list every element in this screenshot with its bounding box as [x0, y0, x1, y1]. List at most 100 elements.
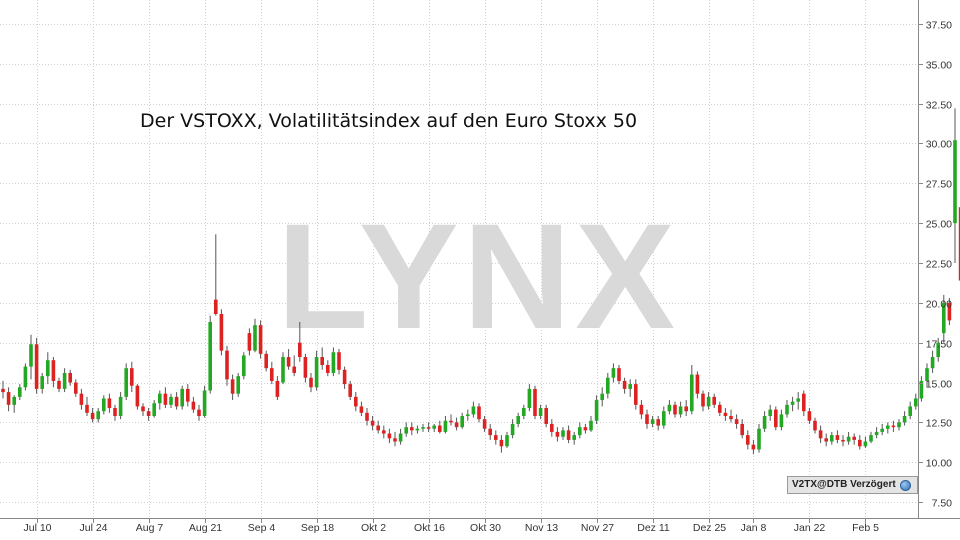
- candle-body-down: [6, 392, 11, 405]
- candle: [768, 404, 772, 421]
- candle: [953, 108, 957, 263]
- candle: [785, 400, 789, 418]
- candle: [426, 422, 431, 432]
- chart-title: Der VSTOXX, Volatilitätsindex auf den Eu…: [140, 110, 637, 132]
- candle-body-down: [326, 364, 330, 373]
- candle: [219, 309, 224, 356]
- x-tick-label: Dez 25: [693, 522, 726, 534]
- candle: [466, 409, 470, 421]
- candle-body-up: [510, 423, 515, 436]
- candle: [555, 427, 560, 442]
- candle: [930, 350, 935, 373]
- y-tick-label: 12.50: [926, 418, 952, 430]
- candle: [202, 385, 207, 418]
- candle-body-down: [135, 385, 140, 407]
- candle: [141, 403, 145, 416]
- candle-body-up: [919, 380, 924, 399]
- candle-body-up: [314, 357, 319, 388]
- candle: [544, 404, 548, 428]
- candle: [258, 320, 263, 359]
- candle-body-down: [303, 357, 308, 378]
- candle-body-up: [102, 398, 106, 412]
- candle: [942, 294, 946, 343]
- candle: [650, 415, 655, 428]
- candle: [264, 350, 268, 372]
- candle-body-down: [746, 435, 750, 445]
- x-tick-label: Nov 13: [525, 522, 558, 534]
- candle-body-up: [572, 435, 576, 440]
- candle-body-down: [841, 439, 845, 442]
- candle: [606, 372, 610, 399]
- candle: [690, 364, 694, 415]
- x-tick-label: Jul 24: [79, 522, 107, 534]
- candle: [415, 425, 420, 434]
- candle-body-up: [522, 408, 526, 416]
- candle-body-up: [880, 428, 884, 432]
- candle: [869, 431, 873, 444]
- candle-body-up: [561, 430, 565, 437]
- x-axis-ticks: Jul 10 Jul 24 Aug 7 Aug 21 Sep 4 Sep 18 Okt 2 O…: [23, 518, 879, 534]
- candle-body-down: [337, 352, 341, 370]
- candle: [734, 414, 739, 429]
- candle: [152, 400, 156, 418]
- candle: [538, 404, 543, 420]
- candle: [527, 384, 532, 412]
- candle: [712, 393, 716, 409]
- candle: [331, 347, 336, 377]
- candle-body-up: [18, 387, 22, 397]
- candle: [908, 401, 912, 420]
- candle-body-up: [516, 415, 520, 424]
- x-tick-label: Nov 27: [581, 522, 614, 534]
- candle: [863, 436, 868, 448]
- candle-body-down: [734, 419, 739, 424]
- candle: [174, 392, 179, 410]
- candle: [393, 431, 397, 447]
- candle-body-up: [505, 435, 509, 447]
- candle-body-up: [914, 398, 918, 407]
- candle-body-down: [947, 302, 952, 321]
- candle: [354, 392, 358, 412]
- candle: [247, 328, 252, 356]
- candle: [813, 417, 817, 434]
- candle: [281, 352, 285, 385]
- lynx-watermark: LYNX: [277, 192, 679, 360]
- candle-body-down: [695, 374, 700, 394]
- candle-body-up: [662, 411, 666, 426]
- candle-body-up: [460, 415, 464, 428]
- candle-body-down: [275, 380, 280, 397]
- candle-body-up: [600, 393, 604, 401]
- x-tick-label: Okt 2: [361, 522, 386, 534]
- candle-body-up: [471, 406, 476, 415]
- candle: [191, 396, 196, 413]
- candle-body-down: [113, 408, 117, 416]
- candle-body-down: [51, 360, 56, 381]
- candle-body-up: [152, 403, 156, 416]
- candle: [113, 404, 117, 421]
- candle-body-down: [68, 372, 72, 383]
- candle: [886, 422, 890, 434]
- candle-body-down: [286, 357, 291, 367]
- candle: [471, 401, 476, 418]
- candle-body-up: [527, 388, 532, 409]
- candle-body-up: [46, 360, 50, 377]
- candle-body-down: [292, 366, 296, 373]
- candle: [645, 409, 649, 429]
- y-tick-label: 37.50: [926, 20, 952, 32]
- candle: [852, 433, 856, 445]
- candle: [673, 401, 677, 418]
- candle: [622, 377, 627, 394]
- candle-body-up: [12, 396, 16, 405]
- candle-body-down: [320, 357, 324, 365]
- y-tick-label: 15.00: [926, 379, 952, 391]
- candle-body-down: [852, 436, 856, 440]
- candle-body-up: [768, 409, 772, 416]
- candle-body-down: [751, 444, 756, 450]
- candle: [275, 376, 280, 401]
- candle: [79, 388, 84, 410]
- candle-body-down: [482, 419, 487, 429]
- candle-body-down: [533, 388, 537, 416]
- candle: [774, 406, 778, 431]
- candle: [522, 404, 526, 420]
- candle-body-down: [130, 368, 134, 386]
- candle-body-up: [331, 352, 336, 373]
